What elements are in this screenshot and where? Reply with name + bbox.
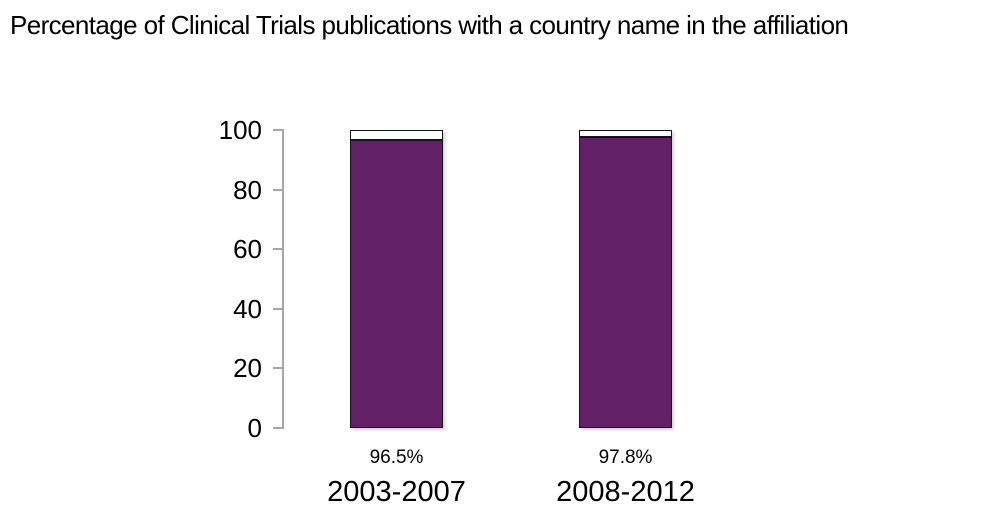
bar-segment-remainder (579, 130, 672, 137)
y-axis-tick (273, 367, 282, 370)
y-axis-tick (273, 427, 282, 429)
y-axis-tick (273, 129, 282, 131)
y-axis-tick (273, 188, 282, 191)
y-axis-tick-label: 0 (247, 413, 262, 443)
bar-segment-value (579, 136, 672, 428)
y-axis-tick (273, 307, 282, 310)
bar-value-label: 96.5% (369, 447, 424, 468)
y-axis-tick-label: 40 (233, 293, 262, 324)
y-axis-tick (273, 248, 282, 251)
bar-segment-remainder (350, 130, 443, 141)
bar-segment-value (350, 140, 443, 428)
chart-title: Percentage of Clinical Trials publicatio… (10, 10, 849, 40)
x-axis-category-label: 2003-2007 (327, 476, 466, 508)
y-axis-tick-label: 100 (218, 115, 262, 145)
y-axis-tick-label: 60 (233, 234, 262, 265)
bar-value-label: 97.8% (598, 447, 653, 468)
y-axis-tick-label: 20 (233, 353, 262, 384)
x-axis-category-label: 2008-2012 (556, 476, 695, 508)
y-axis-line (282, 129, 284, 429)
y-axis-tick-label: 80 (233, 174, 262, 205)
